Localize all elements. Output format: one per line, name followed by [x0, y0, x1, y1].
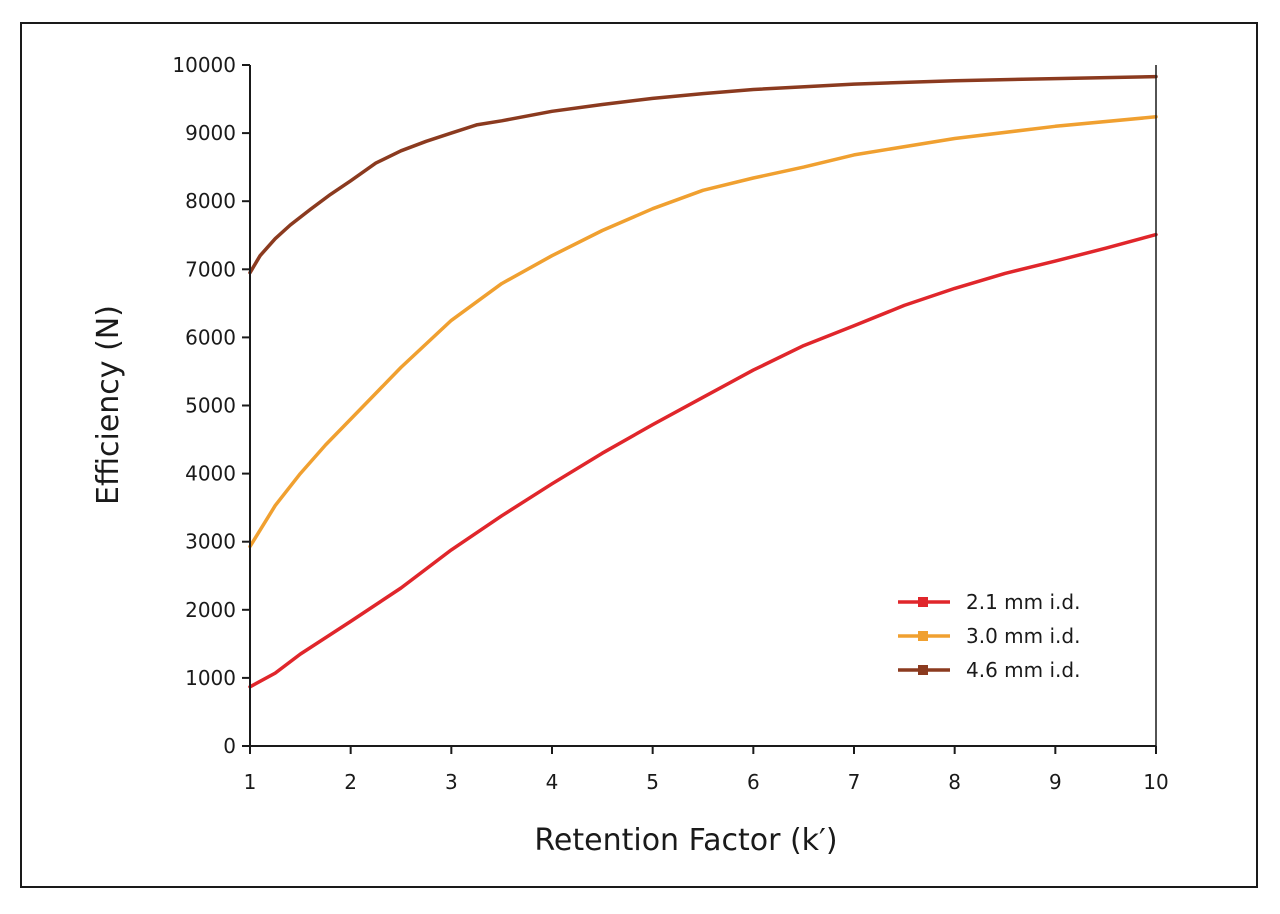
- y-axis-title: Efficiency (N): [91, 305, 126, 505]
- x-tick-label: 2: [344, 770, 357, 794]
- y-tick-label: 2000: [185, 598, 236, 622]
- legend: 2.1 mm i.d. 3.0 mm i.d. 4.6 mm i.d.: [898, 590, 1080, 682]
- series-line-1: [248, 232, 1158, 689]
- x-tick-label: 6: [747, 770, 760, 794]
- x-tick-label: 10: [1143, 770, 1168, 794]
- x-tick-label: 4: [546, 770, 559, 794]
- x-tick-label: 5: [646, 770, 659, 794]
- y-tick-label: 1000: [185, 666, 236, 690]
- legend-label: 2.1 mm i.d.: [966, 590, 1080, 614]
- y-tick-label: 4000: [185, 462, 236, 486]
- x-tick-label: 3: [445, 770, 458, 794]
- y-tick-label: 10000: [172, 53, 236, 77]
- y-tick-label: 3000: [185, 530, 236, 554]
- x-tick-label: 9: [1049, 770, 1062, 794]
- x-tick-label: 8: [948, 770, 961, 794]
- y-tick-label: 8000: [185, 189, 236, 213]
- legend-swatch-marker: [918, 597, 928, 607]
- legend-label: 4.6 mm i.d.: [966, 658, 1080, 682]
- y-tick-label: 0: [223, 734, 236, 758]
- y-tick-label: 5000: [185, 394, 236, 418]
- x-tick-label: 7: [848, 770, 861, 794]
- legend-label: 3.0 mm i.d.: [966, 624, 1080, 648]
- chart-frame: [20, 22, 1258, 888]
- legend-swatch-marker: [918, 631, 928, 641]
- y-tick-label: 9000: [185, 121, 236, 145]
- series-line-3: [248, 74, 1158, 275]
- x-axis-title: Retention Factor (k′): [534, 823, 837, 858]
- series-line-2: [248, 115, 1158, 549]
- tick-labels: 0 1000 2000 3000 4000 5000 6000 7000 8000 9000 100…: [172, 53, 1168, 794]
- x-tick-label: 1: [244, 770, 257, 794]
- legend-swatch-marker: [918, 665, 928, 675]
- y-tick-label: 6000: [185, 325, 236, 349]
- series-layer: [248, 74, 1158, 689]
- tick-marks: [242, 64, 1157, 754]
- y-tick-label: 7000: [185, 257, 236, 281]
